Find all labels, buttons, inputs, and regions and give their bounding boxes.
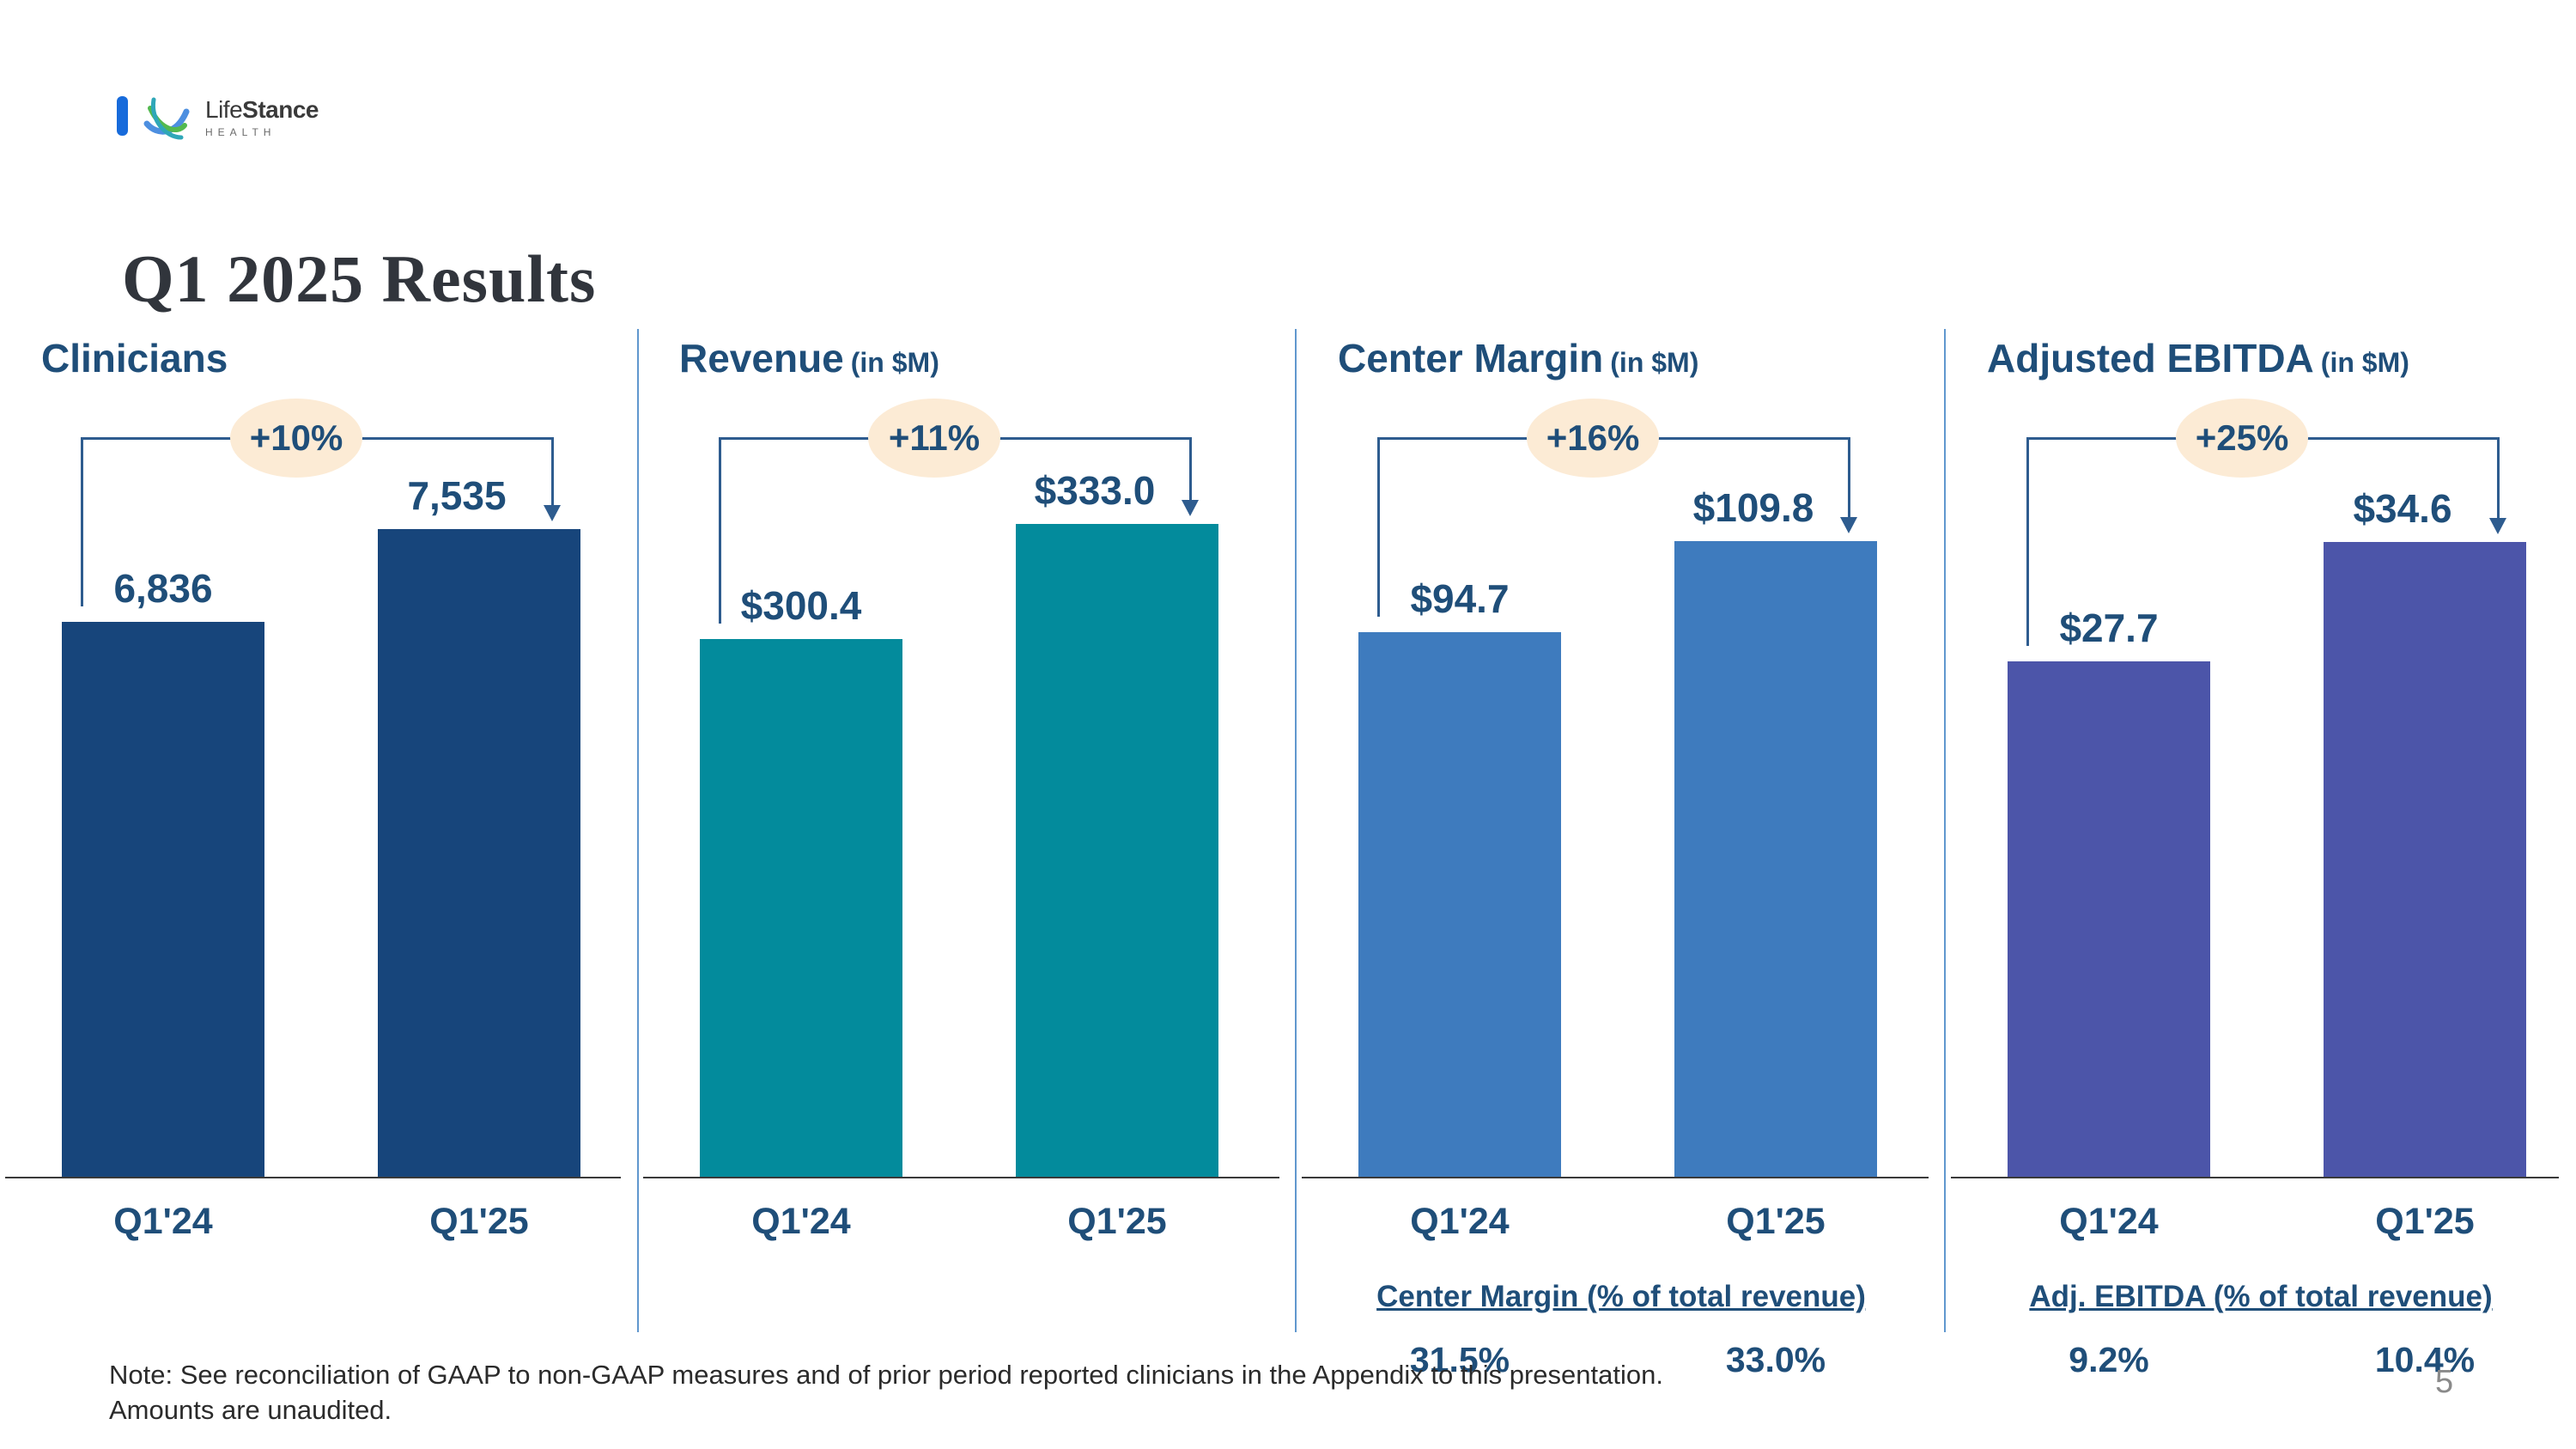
bar-q1-25: $333.0 xyxy=(1016,468,1218,1177)
x-axis-line xyxy=(1951,1177,2559,1178)
bar-value-label: $300.4 xyxy=(740,583,862,628)
x-tick-label: Q1'24 xyxy=(1410,1201,1510,1242)
column-divider xyxy=(1944,329,1946,1332)
x-tick-label: Q1'24 xyxy=(751,1201,851,1242)
chart-title-text: Revenue xyxy=(679,336,844,381)
x-axis-line xyxy=(643,1177,1279,1178)
chart-title: Clinicians xyxy=(41,335,234,381)
x-tick-label: Q1'24 xyxy=(113,1201,213,1242)
footnote-line-1: Note: See reconciliation of GAAP to non-… xyxy=(109,1360,1663,1390)
percent-value: 9.2% xyxy=(2069,1340,2149,1379)
column-divider xyxy=(637,329,639,1332)
x-tick-label: Q1'25 xyxy=(429,1201,529,1242)
percent-value: 31.5% xyxy=(1409,1340,1510,1379)
bar-q1-25: $109.8 xyxy=(1674,485,1877,1177)
growth-bracket-arrow xyxy=(544,437,561,521)
chart-clinicians: Clinicians +10% 6,836 7,535 Q1'24 Q1'25 xyxy=(0,0,638,1449)
growth-badge: +10% xyxy=(230,399,362,478)
bar-value-label: 7,535 xyxy=(407,473,507,518)
logo-blue-bar xyxy=(117,96,128,136)
percent-value: 10.4% xyxy=(2374,1340,2476,1379)
bar-value-label: $333.0 xyxy=(1034,468,1156,513)
bar-q1-24: $94.7 xyxy=(1358,576,1561,1177)
logo-health-label: HEALTH xyxy=(205,126,276,138)
bar-q1-25: 7,535 xyxy=(378,473,580,1177)
logo-wordmark: LifeStance HEALTH xyxy=(205,96,319,138)
chart-adjusted-ebitda: Adjusted EBITDA (in $M) +25% $27.7 $34.6 … xyxy=(1946,0,2576,1449)
lifestance-logo: LifeStance HEALTH xyxy=(117,91,319,143)
x-axis-line xyxy=(5,1177,621,1178)
chart-revenue: Revenue (in $M) +11% $300.4 $333.0 Q1'24 … xyxy=(638,0,1297,1449)
growth-badge: +25% xyxy=(2176,399,2308,478)
chart-title-text: Clinicians xyxy=(41,336,228,381)
x-axis-line xyxy=(1302,1177,1929,1178)
growth-bracket-arrow xyxy=(1182,437,1199,516)
chart-title: Adjusted EBITDA (in $M) xyxy=(1987,335,2409,381)
bar-q1-24: 6,836 xyxy=(62,566,264,1177)
growth-badge: +11% xyxy=(868,399,1000,478)
column-divider xyxy=(1295,329,1297,1332)
growth-bracket-left-line xyxy=(719,437,721,624)
x-tick-label: Q1'25 xyxy=(1726,1201,1826,1242)
bar-value-label: 6,836 xyxy=(113,566,213,611)
chart-unit-label: (in $M) xyxy=(2320,347,2409,378)
chart-title-text: Adjusted EBITDA xyxy=(1987,336,2314,381)
page-number: 5 xyxy=(2435,1364,2454,1400)
chart-unit-label: (in $M) xyxy=(850,347,939,378)
x-tick-label: Q1'25 xyxy=(1067,1201,1167,1242)
chart-center-margin: Center Margin (in $M) +16% $94.7 $109.8 Q… xyxy=(1297,0,1946,1449)
chart-unit-label: (in $M) xyxy=(1610,347,1699,378)
chart-title-text: Center Margin xyxy=(1338,336,1604,381)
chart-title: Center Margin (in $M) xyxy=(1338,335,1698,381)
bar-q1-25: $34.6 xyxy=(2324,486,2526,1177)
growth-bracket-arrow xyxy=(2489,437,2506,534)
bar-value-label: $34.6 xyxy=(2353,486,2452,531)
page-title: Q1 2025 Results xyxy=(122,241,597,317)
logo-brand-name: LifeStance xyxy=(205,96,319,123)
chart-title: Revenue (in $M) xyxy=(679,335,939,381)
x-tick-label: Q1'24 xyxy=(2059,1201,2159,1242)
growth-bracket-left-line xyxy=(2026,437,2029,646)
bar-value-label: $94.7 xyxy=(1410,576,1510,621)
growth-bracket-arrow xyxy=(1840,437,1857,533)
bar-q1-24: $300.4 xyxy=(700,583,902,1177)
percent-of-revenue-label: Adj. EBITDA (% of total revenue) xyxy=(2029,1280,2493,1313)
footnote-text: Note: See reconciliation of GAAP to non-… xyxy=(109,1357,1663,1428)
growth-bracket-left-line xyxy=(81,437,83,606)
x-tick-label: Q1'25 xyxy=(2375,1201,2475,1242)
bar-q1-24: $27.7 xyxy=(2008,606,2210,1177)
percent-value: 33.0% xyxy=(1725,1340,1826,1379)
bar-value-label: $109.8 xyxy=(1692,485,1814,530)
footnote-line-2: Amounts are unaudited. xyxy=(109,1395,392,1425)
growth-bracket-left-line xyxy=(1377,437,1380,617)
percent-of-revenue-label: Center Margin (% of total revenue) xyxy=(1376,1280,1866,1313)
bar-value-label: $27.7 xyxy=(2059,606,2159,650)
lifestance-globe-icon xyxy=(143,97,190,140)
growth-badge: +16% xyxy=(1527,399,1659,478)
